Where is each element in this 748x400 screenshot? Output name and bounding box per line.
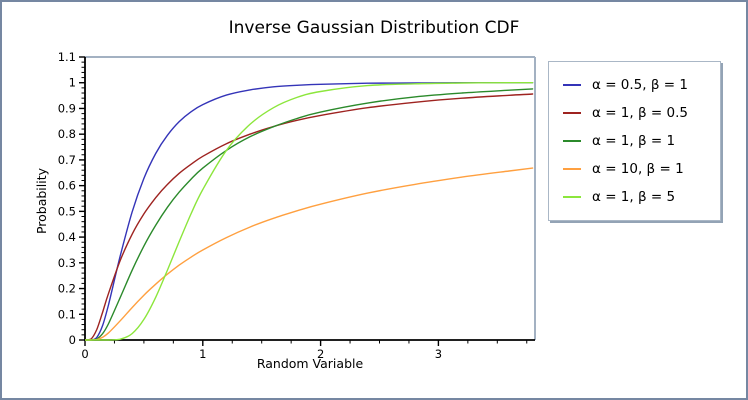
curve-series-0 (85, 81, 534, 341)
legend-label: α = 1, β = 1 (592, 133, 676, 149)
legend-line-swatch (563, 168, 581, 170)
curve-series-4 (85, 81, 534, 341)
y-tick-label: 0.2 (58, 282, 76, 296)
curve-series-2 (85, 88, 534, 341)
legend-item-3: α = 10, β = 1 (549, 161, 720, 177)
y-tick-label: 0.5 (58, 204, 76, 218)
y-tick-label: 0.9 (58, 101, 76, 115)
legend: α = 0.5, β = 1 α = 1, β = 0.5 α = 1, β = 1… (548, 61, 721, 221)
x-tick-label: 1 (199, 347, 206, 361)
curve-series-3 (85, 167, 534, 341)
x-tick-label: 0 (81, 347, 88, 361)
x-tick-label: 3 (435, 347, 442, 361)
legend-label: α = 0.5, β = 1 (592, 77, 688, 93)
x-axis-label: Random Variable (256, 356, 364, 371)
curve-series-1 (85, 93, 534, 341)
y-tick-label: 0.6 (58, 179, 76, 193)
legend-line-swatch (563, 84, 581, 86)
legend-item-4: α = 1, β = 5 (549, 189, 720, 205)
y-tick-label: 0.1 (58, 307, 76, 321)
x-tick-label: 2 (317, 347, 324, 361)
legend-label: α = 1, β = 5 (592, 189, 676, 205)
y-tick-label: 0.3 (58, 256, 76, 270)
y-axis-label: Probability (34, 167, 49, 235)
chart-title: Inverse Gaussian Distribution CDF (228, 18, 520, 38)
legend-item-2: α = 1, β = 1 (549, 133, 720, 149)
legend-label: α = 1, β = 0.5 (592, 105, 688, 121)
y-tick-label: 0.7 (58, 153, 76, 167)
legend-line-swatch (563, 112, 581, 114)
y-tick-label: 0 (69, 333, 76, 347)
y-tick-label: 1 (69, 76, 76, 90)
legend-item-0: α = 0.5, β = 1 (549, 77, 720, 93)
legend-item-1: α = 1, β = 0.5 (549, 105, 720, 121)
legend-line-swatch (563, 196, 581, 198)
y-tick-label: 0.4 (58, 230, 76, 244)
y-tick-label: 0.8 (58, 127, 76, 141)
legend-label: α = 10, β = 1 (592, 161, 684, 177)
y-tick-label: 1.1 (58, 50, 76, 64)
legend-line-swatch (563, 140, 581, 142)
